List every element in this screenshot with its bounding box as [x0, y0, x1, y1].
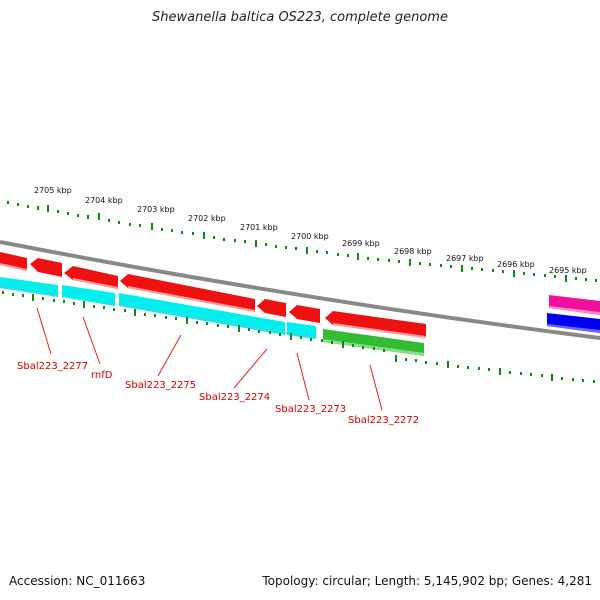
cds-arrow[interactable] [325, 311, 426, 338]
leader-line [233, 348, 268, 389]
cds-arrow[interactable] [120, 274, 255, 312]
inner-tick-line [2, 291, 595, 383]
ruler-label: 2705 kbp [34, 186, 72, 195]
leader-line [82, 316, 101, 365]
magenta-feature[interactable] [549, 295, 600, 315]
ruler-label: 2698 kbp [394, 247, 432, 256]
genome-summary-text: Topology: circular; Length: 5,145,902 bp… [262, 574, 592, 588]
ruler-label: 2699 kbp [342, 239, 380, 248]
gene-label: Sbal223_2275 [125, 380, 196, 391]
gene-label: rnfD [91, 370, 113, 381]
gene-label: Sbal223_2277 [17, 361, 88, 372]
ruler-label: 2700 kbp [291, 232, 329, 241]
gene-label: Sbal223_2272 [348, 415, 419, 426]
leader-line [369, 364, 383, 411]
outer-tick-line [7, 201, 597, 282]
orf-band [0, 277, 316, 339]
accession-text: Accession: NC_011663 [9, 574, 146, 588]
cds-arrow[interactable] [30, 258, 62, 277]
ruler-label: 2696 kbp [497, 260, 535, 269]
ruler-label: 2697 kbp [446, 254, 484, 263]
blue-feature[interactable] [547, 313, 600, 333]
cds-arrow[interactable] [289, 305, 320, 323]
gene-label: Sbal223_2274 [199, 392, 270, 403]
leader-line [36, 307, 52, 355]
cds-arrow[interactable] [64, 266, 118, 289]
orf-feature[interactable] [0, 277, 58, 297]
cds-arrow[interactable] [257, 299, 286, 317]
ruler-label: 2695 kbp [549, 266, 587, 275]
ruler-label: 2702 kbp [188, 214, 226, 223]
ruler-label: 2704 kbp [85, 196, 123, 205]
orf-feature[interactable] [62, 285, 115, 306]
ruler-label: 2703 kbp [137, 205, 175, 214]
leader-line [296, 352, 310, 401]
gene-label: Sbal223_2273 [275, 404, 346, 415]
map-title: Shewanella baltica OS223, complete genom… [152, 10, 448, 25]
genome-backbone [0, 240, 600, 340]
orf-feature[interactable] [119, 293, 285, 335]
cds-band [0, 252, 426, 338]
ruler-label: 2701 kbp [240, 223, 278, 232]
leader-line [157, 334, 182, 377]
